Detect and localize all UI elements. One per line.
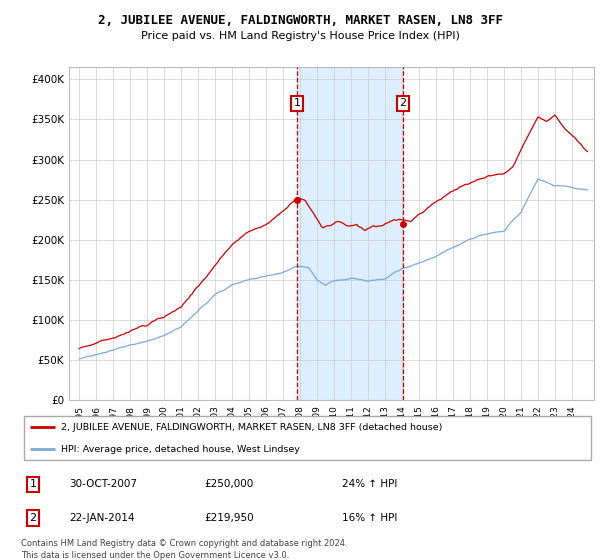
Text: 2: 2 [29, 513, 37, 523]
Text: HPI: Average price, detached house, West Lindsey: HPI: Average price, detached house, West… [61, 445, 300, 454]
Text: 2, JUBILEE AVENUE, FALDINGWORTH, MARKET RASEN, LN8 3FF: 2, JUBILEE AVENUE, FALDINGWORTH, MARKET … [97, 14, 503, 27]
Text: 22-JAN-2014: 22-JAN-2014 [69, 513, 134, 523]
Text: 2, JUBILEE AVENUE, FALDINGWORTH, MARKET RASEN, LN8 3FF (detached house): 2, JUBILEE AVENUE, FALDINGWORTH, MARKET … [61, 423, 442, 432]
Text: 16% ↑ HPI: 16% ↑ HPI [342, 513, 397, 523]
Text: 2: 2 [399, 99, 406, 108]
Text: 1: 1 [293, 99, 301, 108]
Text: Contains HM Land Registry data © Crown copyright and database right 2024.
This d: Contains HM Land Registry data © Crown c… [21, 539, 347, 559]
Text: £250,000: £250,000 [204, 479, 253, 489]
Text: 30-OCT-2007: 30-OCT-2007 [69, 479, 137, 489]
FancyBboxPatch shape [24, 416, 591, 460]
Bar [297, 67, 403, 400]
Text: £219,950: £219,950 [204, 513, 254, 523]
Text: 1: 1 [29, 479, 37, 489]
Text: Price paid vs. HM Land Registry's House Price Index (HPI): Price paid vs. HM Land Registry's House … [140, 31, 460, 41]
Text: 24% ↑ HPI: 24% ↑ HPI [342, 479, 397, 489]
